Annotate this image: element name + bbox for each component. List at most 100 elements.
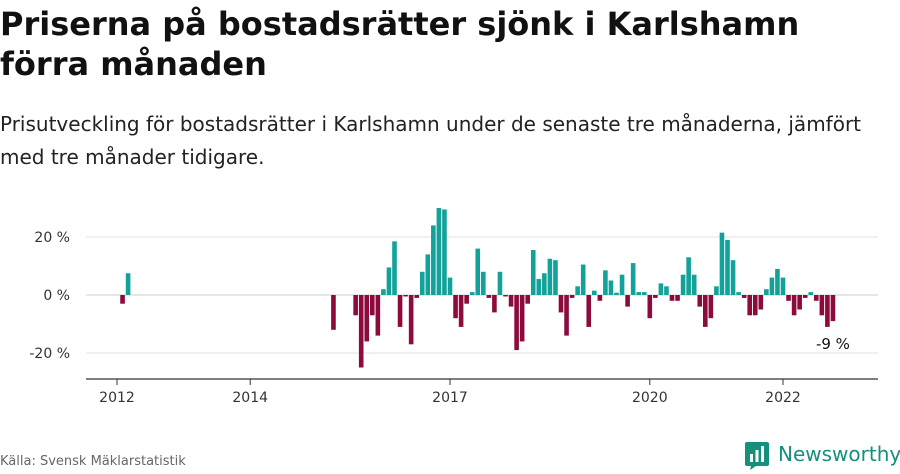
newsworthy-logo-text: Newsworthy [778, 442, 900, 466]
bar [703, 295, 708, 327]
y-tick-label: 20 % [34, 230, 70, 246]
bar [608, 280, 614, 295]
bar [575, 286, 580, 295]
bar [714, 286, 719, 295]
bar [653, 295, 658, 298]
bar [431, 225, 436, 295]
bar [425, 254, 431, 295]
bar [492, 295, 497, 313]
x-tick-label: 2022 [765, 390, 801, 406]
bar [358, 295, 364, 368]
bar [364, 295, 370, 342]
bar [741, 295, 747, 298]
bar [603, 270, 608, 295]
bar [636, 292, 641, 295]
bar [686, 257, 691, 295]
bar [453, 295, 458, 319]
bar [697, 295, 703, 307]
bar [641, 292, 647, 295]
bar [408, 295, 414, 345]
bar [486, 295, 492, 298]
bar [125, 273, 131, 295]
bar [614, 292, 619, 295]
bar [680, 274, 686, 295]
bar [725, 239, 730, 295]
bar [791, 295, 797, 316]
bar [475, 248, 481, 295]
chart-title: Priserna på bostadsrätter sjönk i Karlsh… [0, 5, 800, 83]
bar [830, 295, 836, 322]
bar [503, 295, 508, 297]
x-tick-label: 2017 [432, 390, 468, 406]
bar [597, 295, 603, 301]
bar [120, 295, 125, 304]
bar [542, 273, 547, 295]
bar [469, 292, 475, 295]
x-tick-label: 2020 [632, 390, 668, 406]
bar [558, 295, 564, 313]
bar [519, 295, 525, 342]
bar [458, 295, 464, 327]
x-tick-label: 2014 [232, 390, 268, 406]
newsworthy-logo-icon [745, 442, 769, 470]
bar [786, 295, 791, 301]
bar [625, 295, 630, 307]
y-tick-label: 0 % [43, 288, 70, 304]
bar [464, 295, 469, 304]
bar [447, 277, 453, 295]
bar [730, 260, 736, 295]
bar [569, 295, 575, 298]
bar [375, 295, 381, 336]
bar [331, 295, 336, 330]
bar [514, 295, 519, 351]
bar [764, 289, 769, 295]
bar [481, 271, 486, 295]
y-tick-label: -20 % [29, 346, 70, 362]
bar [797, 295, 802, 310]
bar [370, 295, 375, 316]
bar [752, 295, 758, 316]
bar [586, 295, 592, 327]
bar [664, 286, 669, 295]
bar [819, 295, 825, 316]
bar [403, 295, 408, 297]
bar [658, 283, 664, 295]
bar [442, 209, 447, 295]
bar [780, 277, 786, 295]
bar [386, 267, 392, 295]
bar [630, 263, 636, 295]
bar [525, 295, 530, 304]
bar [691, 274, 697, 295]
bar [580, 264, 586, 295]
bar [825, 295, 830, 327]
bar [592, 290, 597, 295]
bar [414, 295, 419, 298]
bar [508, 295, 514, 307]
bar [747, 295, 752, 316]
bar [808, 292, 814, 295]
bar [536, 279, 542, 295]
bar [675, 295, 680, 301]
bar [814, 295, 819, 301]
bar [775, 268, 780, 295]
bar [647, 295, 653, 319]
source-note: Källa: Svensk Mäklarstatistik [0, 454, 186, 469]
bar [497, 271, 503, 295]
bar [619, 274, 625, 295]
bar [397, 295, 403, 327]
bar-chart: 20 % 0 % -20 % 2012 2014 2017 2020 2022 -9 % [29, 208, 878, 406]
bar [769, 277, 775, 295]
bar [564, 295, 569, 336]
bar [381, 289, 386, 295]
bar [802, 295, 808, 298]
bar [553, 260, 558, 295]
bar [547, 258, 553, 295]
bar [708, 295, 714, 319]
bar [436, 208, 442, 295]
bar [392, 241, 397, 295]
bar [736, 292, 741, 295]
last-value-label: -9 % [816, 335, 850, 353]
bar [758, 295, 764, 310]
chart-subtitle: Prisutveckling för bostadsrätter i Karls… [0, 112, 862, 169]
bar [719, 232, 725, 295]
